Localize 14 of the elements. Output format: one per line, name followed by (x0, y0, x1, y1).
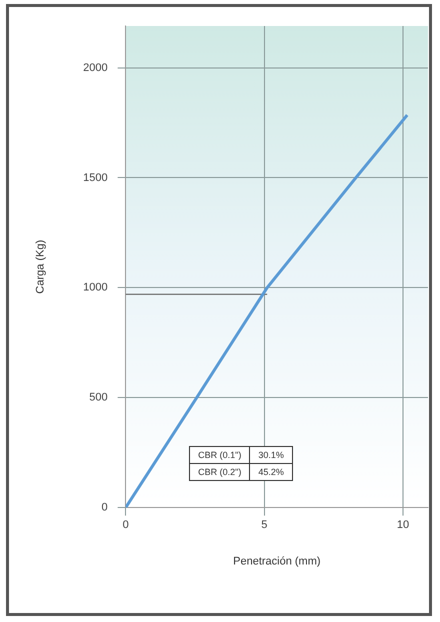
annotation: CBR (0.1") (190, 446, 250, 464)
y-tick-label: 1500 (83, 172, 108, 184)
y-tick-label: 2000 (83, 62, 108, 74)
y-tick-label: 1000 (83, 282, 108, 294)
annotation: 45.2% (250, 463, 292, 480)
annotation: 30.1% (250, 446, 292, 464)
y-axis-title: Carga (Kg) (34, 240, 47, 294)
y-tick-label: 0 (102, 502, 108, 514)
annotation: CBR (0.2") (190, 463, 250, 480)
y-tick-label: 500 (89, 392, 108, 404)
x-tick-label: 5 (261, 519, 268, 532)
x-tick-label: 0 (122, 519, 129, 532)
x-axis-title: Penetración (mm) (233, 555, 321, 568)
x-tick-label: 10 (396, 519, 410, 532)
